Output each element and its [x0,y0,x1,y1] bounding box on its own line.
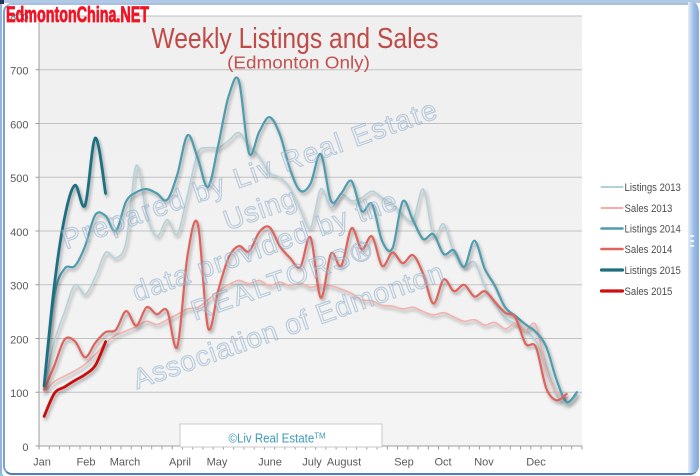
svg-text:March: March [110,457,141,469]
svg-text:August: August [327,457,361,469]
svg-text:(Edmonton Only): (Edmonton Only) [227,53,370,72]
svg-text:100: 100 [10,388,28,400]
svg-text:500: 500 [10,173,28,185]
svg-text:0: 0 [22,442,28,454]
svg-text:200: 200 [10,334,28,346]
svg-text:Oct: Oct [434,457,451,469]
svg-text:©Liv Real EstateTM: ©Liv Real EstateTM [228,431,325,446]
svg-text:Listings 2013: Listings 2013 [625,182,682,194]
svg-text:April: April [169,457,191,469]
svg-text:700: 700 [10,66,28,78]
svg-text:Sep: Sep [394,457,414,469]
svg-text:Sales 2013: Sales 2013 [625,203,673,215]
svg-text:600: 600 [10,119,28,131]
svg-text:Listings 2015: Listings 2015 [625,265,682,277]
svg-text:400: 400 [10,227,28,239]
svg-text:July: July [302,457,322,469]
svg-text:Dec: Dec [526,457,546,469]
svg-text:Weekly Listings and Sales: Weekly Listings and Sales [151,22,438,54]
svg-text:Listings 2014: Listings 2014 [625,224,682,236]
svg-text:May: May [207,457,228,469]
svg-text:Jan: Jan [33,457,51,469]
svg-text:800: 800 [10,12,28,24]
svg-text:Feb: Feb [77,457,96,469]
svg-text:Nov: Nov [474,457,494,469]
svg-text:Sales 2014: Sales 2014 [625,244,673,256]
svg-text:300: 300 [10,281,28,293]
svg-text:June: June [258,457,282,469]
svg-text:Sales 2015: Sales 2015 [625,286,673,298]
